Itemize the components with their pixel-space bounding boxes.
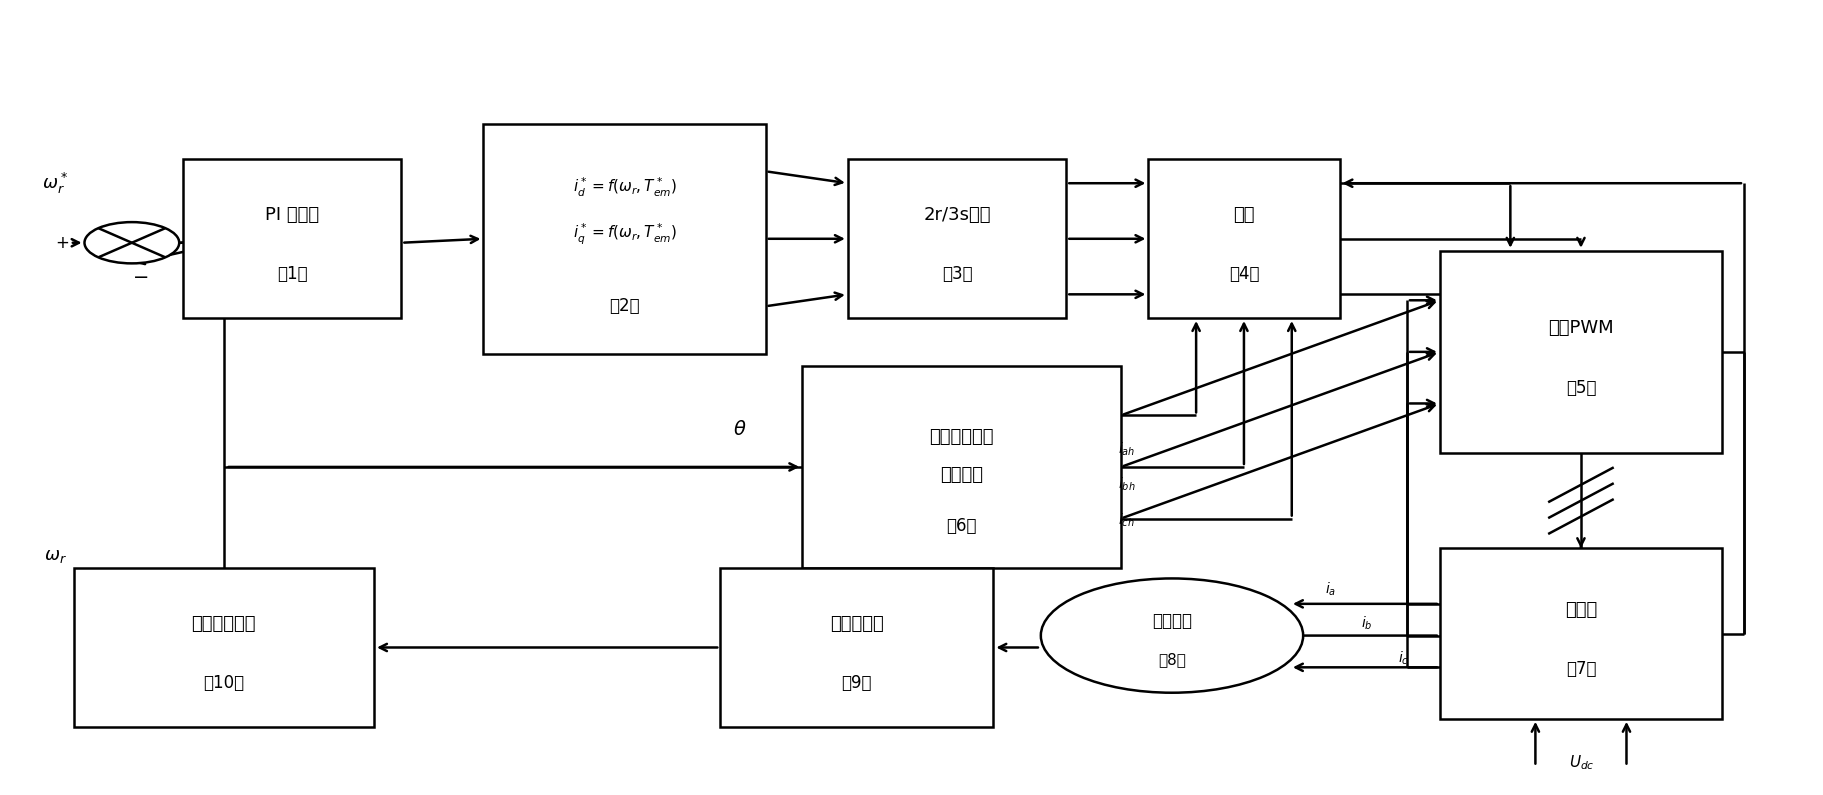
Text: $i_b$: $i_b$ [1362,615,1373,632]
Text: $i_a$: $i_a$ [1325,581,1336,599]
Text: $i_{bh}$: $i_{bh}$ [1117,476,1136,494]
Text: $\omega_r$: $\omega_r$ [44,547,67,565]
Text: $i_{ah}$: $i_{ah}$ [1117,440,1136,458]
Text: 谐波电流: 谐波电流 [941,466,983,484]
Text: $i_c$: $i_c$ [1398,649,1409,666]
Text: （7）: （7） [1566,661,1597,678]
Text: $\theta$: $\theta$ [733,420,747,439]
FancyBboxPatch shape [1440,250,1723,453]
Text: 永磁电机: 永磁电机 [1152,612,1192,630]
Text: （2）: （2） [609,297,640,316]
Text: （4）: （4） [1229,266,1260,284]
Text: $i_q^*=f(\omega_r,T_{em}^*)$: $i_q^*=f(\omega_r,T_{em}^*)$ [572,223,676,247]
Text: （8）: （8） [1158,652,1187,667]
FancyBboxPatch shape [1440,549,1723,719]
Text: （5）: （5） [1566,378,1597,397]
FancyBboxPatch shape [73,568,374,727]
Text: （10）: （10） [204,674,244,692]
Circle shape [84,222,179,263]
Text: +: + [57,234,69,252]
Text: $i_{ch}$: $i_{ch}$ [1117,512,1134,529]
Text: 光电编码器: 光电编码器 [829,615,884,633]
FancyBboxPatch shape [1148,160,1340,318]
Text: 根据公式计算: 根据公式计算 [930,428,994,446]
FancyBboxPatch shape [182,160,401,318]
Text: 求和: 求和 [1232,206,1254,224]
Text: （1）: （1） [277,266,308,284]
FancyBboxPatch shape [802,366,1121,568]
Text: 滞环PWM: 滞环PWM [1548,319,1613,337]
FancyBboxPatch shape [483,124,766,354]
FancyBboxPatch shape [848,160,1066,318]
Text: 速度位置检测: 速度位置检测 [191,615,255,633]
Text: （3）: （3） [942,266,972,284]
Text: 逆变器: 逆变器 [1564,601,1597,619]
Text: $i_d^*=f(\omega_r,T_{em}^*)$: $i_d^*=f(\omega_r,T_{em}^*)$ [572,176,676,199]
Text: $\omega_r^*$: $\omega_r^*$ [42,171,69,196]
Text: $U_{dc}$: $U_{dc}$ [1570,753,1595,772]
Text: −: − [133,268,149,287]
Circle shape [1041,579,1303,692]
Text: PI 控制器: PI 控制器 [264,206,319,224]
Text: （6）: （6） [946,518,977,536]
Text: 2r/3s变换: 2r/3s变换 [922,206,990,224]
Text: （9）: （9） [842,674,871,692]
FancyBboxPatch shape [720,568,994,727]
